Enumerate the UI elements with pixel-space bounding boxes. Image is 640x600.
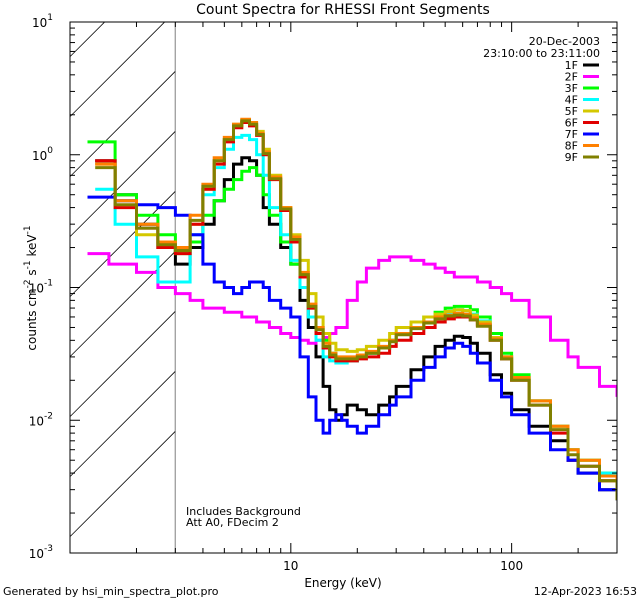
- legend-label-1f: 1F: [565, 59, 578, 72]
- legend-label-8f: 8F: [565, 140, 578, 153]
- hatch-line: [70, 22, 166, 117]
- annotation-background: Includes Background: [186, 505, 301, 518]
- axis-ticks: [69, 22, 618, 554]
- legend-label-3f: 3F: [565, 82, 578, 95]
- footer-timestamp: 12-Apr-2023 16:53: [534, 585, 637, 598]
- hatch-line: [70, 22, 106, 57]
- hatch-line: [70, 371, 176, 477]
- legend-label-4f: 4F: [565, 94, 578, 107]
- svg-text:10-3: 10-3: [29, 544, 53, 561]
- legend-label-5f: 5F: [565, 105, 578, 118]
- svg-text:101: 101: [32, 13, 53, 30]
- series-line-7f: [87, 195, 617, 501]
- chart-title: Count Spectra for RHESSI Front Segments: [196, 2, 490, 18]
- hatch-line: [70, 251, 176, 357]
- svg-text:10-2: 10-2: [29, 411, 53, 428]
- legend-label-9f: 9F: [565, 151, 578, 164]
- excluded-region-hatch: [70, 22, 176, 553]
- y-tick-label: 10-3: [29, 544, 53, 561]
- series-line-6f: [95, 121, 617, 494]
- legend-label-7f: 7F: [565, 128, 578, 141]
- legend-label-2f: 2F: [565, 71, 578, 84]
- y-tick-label: 10-2: [29, 411, 53, 428]
- legend-label-6f: 6F: [565, 117, 578, 130]
- x-tick-label: 100: [500, 559, 523, 573]
- annotation-attenuator: Att A0, FDecim 2: [186, 516, 279, 529]
- series-line-9f: [95, 119, 617, 501]
- hatch-line: [70, 431, 176, 537]
- y-tick-label: 10-1: [29, 279, 53, 296]
- x-axis-label: Energy (keV): [304, 576, 381, 590]
- footer-generated-by: Generated by hsi_min_spectra_plot.pro: [3, 585, 219, 598]
- hatch-line: [70, 131, 176, 237]
- y-axis-label: counts cm-2 s-1 keV-1: [23, 225, 39, 350]
- y-tick-label: 100: [32, 146, 53, 163]
- series-line-2f: [87, 252, 617, 397]
- series-lines: [87, 117, 617, 501]
- svg-text:100: 100: [32, 146, 53, 163]
- x-tick-label: 10: [283, 559, 298, 573]
- plot-frame: [69, 21, 618, 554]
- svg-text:10-1: 10-1: [29, 279, 53, 296]
- hatch-line: [70, 71, 176, 177]
- legend-date: 20-Dec-2003: [529, 35, 600, 48]
- series-line-4f: [95, 133, 617, 490]
- series-line-8f: [95, 117, 617, 494]
- legend-time-range: 23:10:00 to 23:11:00: [483, 47, 600, 60]
- hatch-line: [70, 311, 176, 417]
- y-tick-label: 101: [32, 13, 53, 30]
